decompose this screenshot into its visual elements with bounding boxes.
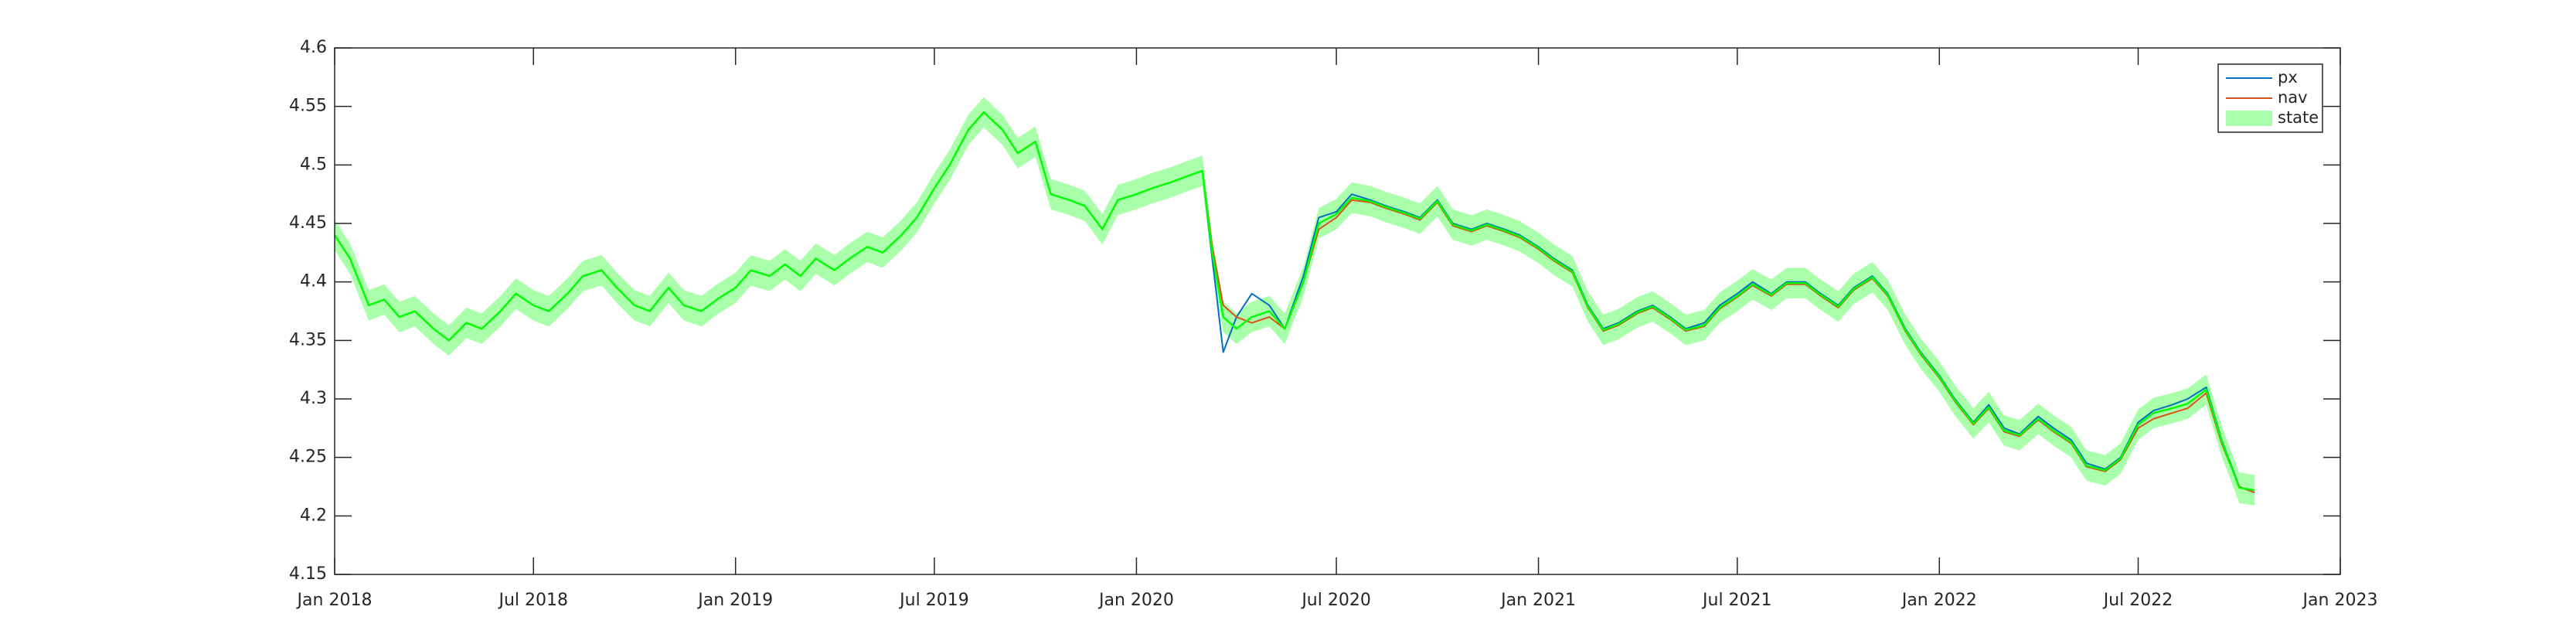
y-tick-label: 4.25: [289, 448, 327, 467]
x-axis: Jan 2018 Jul 2018 Jan 2019 Jul 2019 Jan 2020…: [296, 48, 2378, 610]
y-tick-label: 4.5: [300, 155, 327, 174]
x-tick-label: Jan 2021: [1499, 591, 1576, 610]
x-tick-label: Jan 2022: [1901, 591, 1977, 610]
series-line-state: [333, 111, 2255, 492]
y-tick-label: 4.15: [289, 564, 327, 584]
x-tick-label: Jul 2020: [1300, 591, 1371, 610]
y-tick-label: 4.2: [300, 506, 327, 525]
legend-label-nav: nav: [2278, 88, 2308, 107]
x-tick-label: Jan 2019: [696, 591, 773, 610]
y-tick-label: 4.6: [300, 38, 327, 57]
x-tick-label: Jan 2023: [2302, 591, 2378, 610]
y-tick-label: 4.35: [289, 330, 327, 349]
legend-label-px: px: [2278, 68, 2298, 87]
axes-box: [334, 47, 2341, 575]
series-line-layer: [333, 111, 2255, 494]
x-tick-label: Jul 2021: [1701, 591, 1772, 610]
x-tick-label: Jan 2020: [1097, 591, 1174, 610]
x-tick-label: Jul 2022: [2102, 591, 2173, 610]
x-tick-label: Jan 2018: [296, 591, 373, 610]
y-tick-label: 4.3: [300, 389, 327, 408]
y-tick-label: 4.4: [300, 272, 327, 291]
y-axis: 4.15 4.2 4.25 4.3 4.35 4.4 4.45 4.5 4.55 4.6: [289, 38, 2340, 584]
legend-swatch-state: [2226, 111, 2272, 126]
y-tick-label: 4.55: [289, 97, 327, 116]
x-tick-label: Jul 2018: [497, 591, 568, 610]
y-tick-label: 4.45: [289, 213, 327, 233]
legend-label-state: state: [2278, 108, 2319, 127]
plot-area: [335, 48, 2340, 574]
x-tick-label: Jul 2019: [898, 591, 969, 610]
